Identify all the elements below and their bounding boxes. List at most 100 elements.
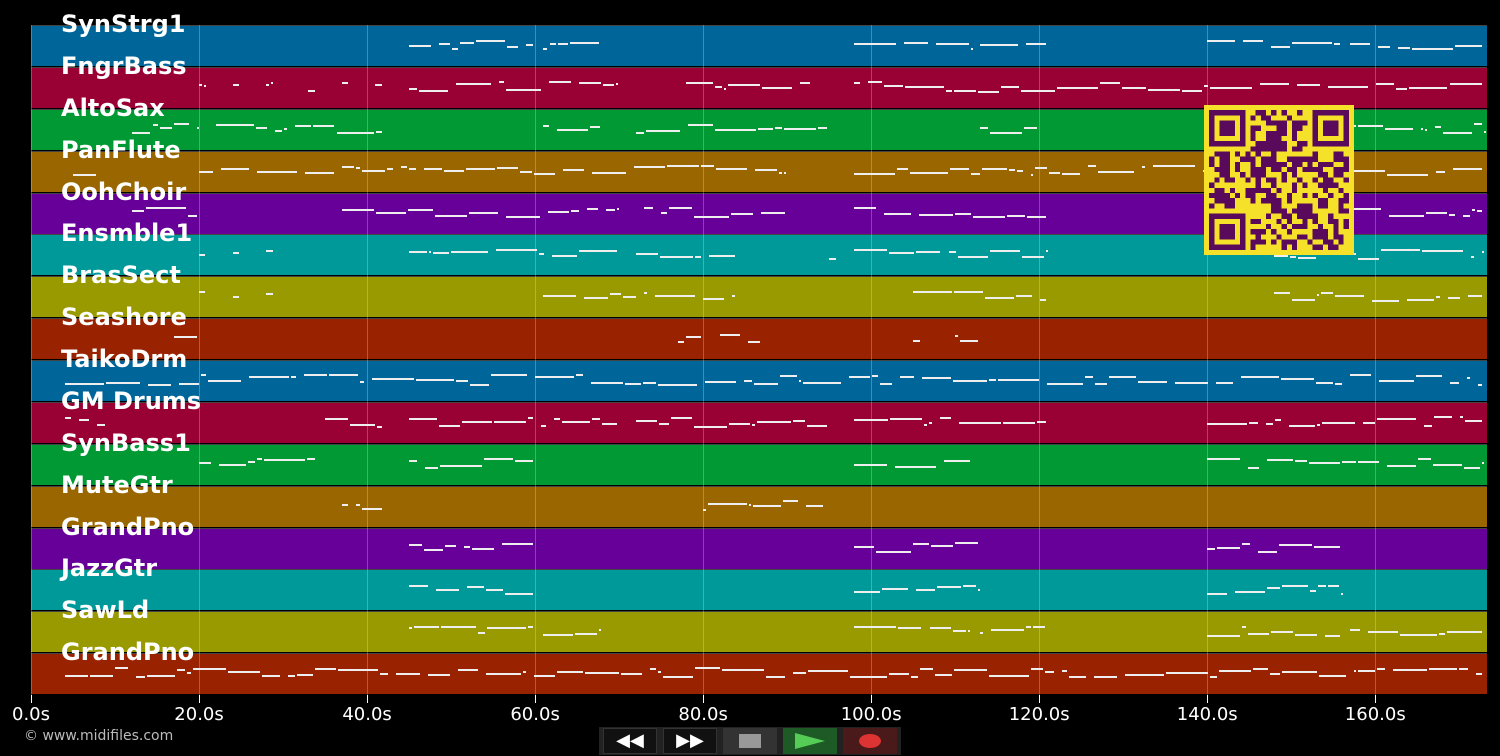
qr-module: [1302, 141, 1308, 147]
note: [557, 670, 583, 673]
note: [1217, 547, 1241, 550]
note: [248, 376, 290, 379]
qr-module: [1255, 172, 1261, 178]
note: [880, 383, 893, 386]
note: [472, 547, 495, 550]
note: [525, 43, 534, 46]
note: [761, 87, 793, 90]
qr-module: [1312, 167, 1318, 173]
note: [553, 417, 560, 420]
qr-module: [1271, 192, 1277, 199]
track-label: SawLd: [61, 596, 150, 625]
note: [910, 675, 918, 678]
qr-module: [1271, 229, 1277, 235]
note: [1476, 209, 1483, 212]
note: [1357, 124, 1383, 127]
note: [203, 84, 206, 87]
note: [1257, 550, 1277, 553]
play-button[interactable]: [783, 728, 837, 754]
note: [1278, 543, 1312, 546]
note: [387, 168, 393, 171]
note: [549, 81, 572, 84]
qr-module: [1209, 203, 1215, 209]
note: [948, 251, 957, 254]
note: [931, 545, 953, 548]
note: [1122, 87, 1147, 90]
rewind-button[interactable]: ◀◀: [603, 728, 657, 754]
note: [955, 334, 958, 337]
note: [584, 297, 608, 299]
note: [452, 47, 458, 50]
note: [455, 82, 491, 85]
note: [694, 255, 701, 258]
qr-module: [1338, 167, 1344, 173]
note: [1097, 171, 1135, 174]
qr-module: [1250, 172, 1256, 178]
note: [609, 292, 622, 295]
note: [469, 383, 489, 386]
note: [659, 422, 669, 425]
note: [1009, 169, 1016, 172]
note: [266, 293, 273, 296]
qr-module: [1266, 187, 1272, 193]
note: [693, 216, 730, 219]
note: [854, 172, 895, 175]
qr-module: [1224, 156, 1230, 162]
qr-module: [1266, 177, 1272, 183]
qr-module: [1302, 234, 1308, 240]
note: [115, 667, 128, 670]
qr-module: [1297, 156, 1303, 162]
note: [805, 504, 823, 507]
note: [409, 584, 428, 587]
qr-module: [1297, 234, 1303, 240]
note: [64, 417, 71, 420]
note: [753, 504, 782, 507]
note: [264, 459, 305, 462]
note: [466, 585, 484, 588]
note: [409, 626, 413, 629]
note: [872, 374, 879, 377]
note: [935, 42, 969, 45]
note: [1376, 82, 1394, 85]
qr-module: [1333, 172, 1339, 178]
note: [266, 84, 269, 87]
note: [78, 419, 89, 421]
note: [854, 81, 860, 84]
note: [221, 168, 249, 171]
note: [409, 251, 427, 254]
note: [1281, 671, 1317, 674]
note: [806, 425, 828, 428]
note: [984, 297, 1014, 300]
note: [1341, 461, 1356, 464]
qr-module: [1214, 151, 1220, 157]
note: [218, 463, 247, 466]
note: [356, 503, 360, 506]
fast-forward-button[interactable]: ▶▶: [663, 728, 717, 754]
note: [954, 542, 979, 545]
note: [623, 296, 636, 299]
note: [980, 43, 1018, 46]
note: [704, 381, 737, 384]
qr-module: [1235, 192, 1241, 199]
axis-tick-label: 20.0s: [174, 704, 224, 725]
qr-module: [1209, 182, 1215, 188]
note: [1030, 174, 1033, 177]
note: [1449, 382, 1460, 385]
qr-module: [1322, 172, 1329, 178]
note: [669, 207, 692, 210]
qr-module: [1276, 203, 1282, 209]
qr-module: [1312, 244, 1318, 250]
qr-module: [1322, 120, 1339, 137]
qr-module: [1322, 239, 1329, 245]
note: [1248, 633, 1270, 636]
note: [989, 675, 1029, 678]
record-button[interactable]: [843, 728, 897, 754]
note: [148, 383, 171, 386]
note: [1000, 85, 1020, 88]
note: [496, 249, 538, 252]
note: [409, 544, 422, 547]
qr-module: [1224, 172, 1230, 178]
qr-module: [1214, 167, 1220, 173]
note: [341, 208, 375, 211]
stop-button[interactable]: [723, 728, 777, 754]
